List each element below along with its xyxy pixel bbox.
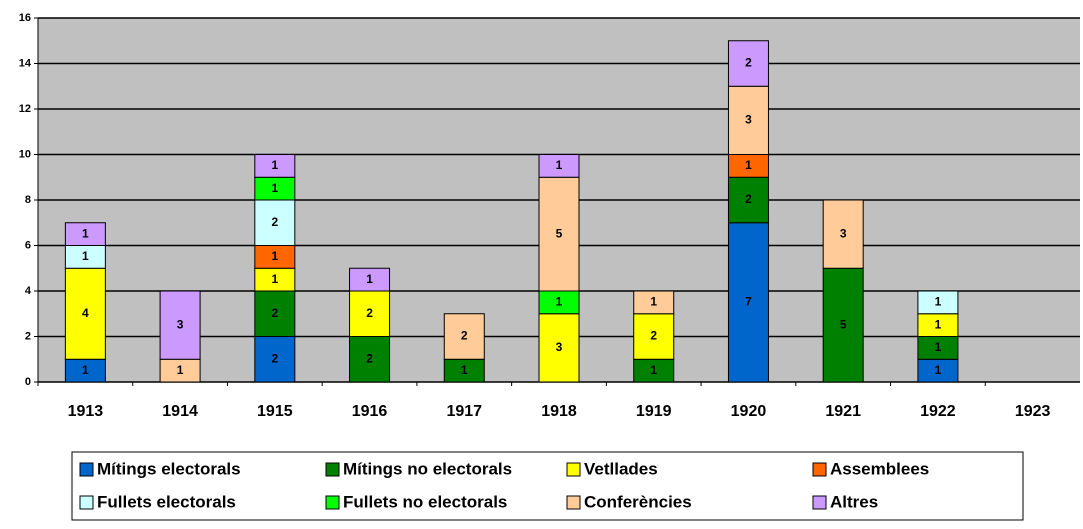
data-label: 2 xyxy=(271,215,278,229)
y-tick-label: 4 xyxy=(25,285,32,297)
x-tick-label: 1922 xyxy=(920,403,956,420)
y-tick-label: 0 xyxy=(25,376,31,388)
bar-segment xyxy=(727,176,769,224)
data-label: 2 xyxy=(461,329,468,343)
data-label: 1 xyxy=(82,249,89,263)
data-label: 5 xyxy=(556,226,563,240)
legend-swatch xyxy=(325,495,340,510)
data-label: 1 xyxy=(82,363,89,377)
bar-segment xyxy=(349,336,391,383)
x-tick-label: 1913 xyxy=(68,403,104,420)
y-tick-label: 2 xyxy=(25,330,31,342)
y-tick-label: 14 xyxy=(19,57,32,69)
x-tick-label: 1923 xyxy=(1015,403,1051,420)
data-label: 3 xyxy=(177,317,184,331)
data-label: 3 xyxy=(840,226,847,240)
data-label: 3 xyxy=(745,113,752,127)
bar-segment xyxy=(727,222,769,383)
y-tick-label: 8 xyxy=(25,194,31,206)
bar-segment xyxy=(727,40,769,87)
data-label: 1 xyxy=(271,249,278,263)
legend-label: Fullets electorals xyxy=(97,492,236,511)
data-label: 5 xyxy=(840,317,847,331)
bar-segment xyxy=(822,267,864,383)
legend-label: Mítings no electorals xyxy=(343,459,512,478)
data-label: 2 xyxy=(745,56,752,70)
data-label: 2 xyxy=(745,192,752,206)
x-tick-label: 1920 xyxy=(731,403,767,420)
legend-swatch xyxy=(812,462,827,477)
data-label: 1 xyxy=(271,272,278,286)
legend-swatch xyxy=(325,462,340,477)
x-tick-label: 1915 xyxy=(257,403,293,420)
legend-label: Altres xyxy=(830,492,878,511)
data-label: 1 xyxy=(556,158,563,172)
legend-box xyxy=(71,451,1024,521)
data-label: 1 xyxy=(650,363,657,377)
data-label: 2 xyxy=(650,329,657,343)
bar-segment xyxy=(254,154,296,178)
x-tick-label: 1919 xyxy=(636,403,672,420)
data-label: 1 xyxy=(935,340,942,354)
data-label: 2 xyxy=(271,351,278,365)
legend-swatch xyxy=(566,495,581,510)
x-tick-label: 1917 xyxy=(446,403,482,420)
bar-segment xyxy=(633,313,675,360)
bar-segment xyxy=(254,336,296,383)
y-tick-label: 16 xyxy=(19,12,31,24)
y-tick-label: 12 xyxy=(19,103,31,115)
bar-segment xyxy=(538,313,580,383)
data-label: 3 xyxy=(556,340,563,354)
data-label: 4 xyxy=(82,306,89,320)
bar-segment xyxy=(64,267,106,360)
bar-segment xyxy=(443,313,485,360)
bar-segment xyxy=(538,176,580,292)
data-label: 1 xyxy=(461,363,468,377)
bar-segment xyxy=(633,290,675,315)
data-label: 2 xyxy=(366,351,373,365)
x-tick-label: 1916 xyxy=(352,403,388,420)
data-label: 2 xyxy=(271,306,278,320)
data-label: 7 xyxy=(745,295,752,309)
legend-swatch xyxy=(566,462,581,477)
x-tick-label: 1921 xyxy=(825,403,861,420)
legend-label: Mítings electorals xyxy=(97,459,241,478)
bar-segment xyxy=(349,267,391,292)
data-label: 1 xyxy=(366,272,373,286)
data-label: 1 xyxy=(556,295,563,309)
legend-swatch xyxy=(812,495,827,510)
legend-label: Vetllades xyxy=(584,459,658,478)
bar-segment xyxy=(917,290,959,315)
bar-segment xyxy=(254,199,296,246)
legend-label: Assemblees xyxy=(830,459,929,478)
data-label: 1 xyxy=(935,317,942,331)
data-label: 1 xyxy=(271,158,278,172)
bar-segment xyxy=(349,290,391,337)
data-label: 1 xyxy=(82,226,89,240)
legend-swatch xyxy=(79,495,94,510)
bar-segment xyxy=(64,222,106,246)
y-tick-label: 10 xyxy=(19,148,31,160)
bar-segment xyxy=(254,290,296,337)
data-label: 1 xyxy=(650,295,657,309)
bar-segment xyxy=(538,154,580,178)
bar-segment xyxy=(822,199,864,269)
data-label: 2 xyxy=(366,306,373,320)
data-label: 1 xyxy=(177,363,184,377)
data-label: 1 xyxy=(271,181,278,195)
bar-segment xyxy=(159,290,201,360)
data-label: 1 xyxy=(745,158,752,172)
y-tick-label: 6 xyxy=(25,239,31,251)
data-label: 1 xyxy=(935,295,942,309)
x-tick-label: 1918 xyxy=(541,403,577,420)
legend-label: Fullets no electorals xyxy=(343,492,507,511)
x-tick-label: 1914 xyxy=(162,403,198,420)
data-label: 1 xyxy=(935,363,942,377)
legend-swatch xyxy=(79,462,94,477)
legend-label: Conferències xyxy=(584,492,692,511)
